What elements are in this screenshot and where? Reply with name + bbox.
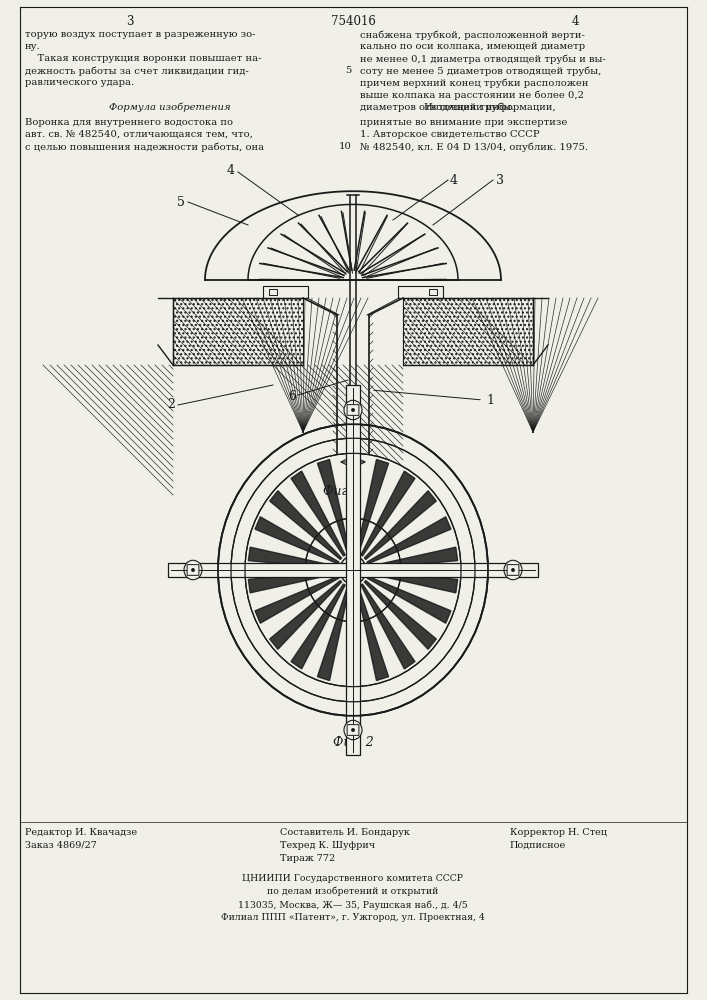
Ellipse shape (511, 568, 515, 572)
Bar (403, 298, 533, 365)
Text: кально по оси колпака, имеющей диаметр: кально по оси колпака, имеющей диаметр (360, 42, 585, 51)
Text: 5: 5 (177, 196, 185, 209)
FancyBboxPatch shape (187, 565, 199, 575)
Text: дежность работы за счет ликвидации гид-: дежность работы за счет ликвидации гид- (25, 66, 249, 76)
Text: по делам изобретений и открытий: по делам изобретений и открытий (267, 887, 438, 896)
Text: выше колпака на расстоянии не более 0,2: выше колпака на расстоянии не более 0,2 (360, 90, 584, 100)
Bar (398, 286, 443, 298)
Polygon shape (255, 517, 339, 564)
Ellipse shape (340, 556, 366, 584)
FancyBboxPatch shape (347, 725, 359, 735)
Text: Заказ 4869/27: Заказ 4869/27 (25, 841, 97, 850)
Polygon shape (269, 581, 341, 649)
Ellipse shape (348, 565, 358, 575)
Ellipse shape (245, 453, 461, 687)
Text: Формула изобретения: Формула изобретения (109, 103, 230, 112)
Text: принятые во внимание при экспертизе: принятые во внимание при экспертизе (360, 118, 568, 127)
Text: Такая конструкция воронки повышает на-: Такая конструкция воронки повышает на- (25, 54, 262, 63)
Ellipse shape (348, 565, 358, 575)
Text: 4: 4 (227, 163, 235, 176)
Text: 113035, Москва, Ж— 35, Раушская наб., д. 4/5: 113035, Москва, Ж— 35, Раушская наб., д.… (238, 900, 468, 910)
Text: Воронка для внутреннего водостока по: Воронка для внутреннего водостока по (25, 118, 233, 127)
Text: ну.: ну. (25, 42, 40, 51)
Text: Филиал ППП «Патент», г. Ужгород, ул. Проектная, 4: Филиал ППП «Патент», г. Ужгород, ул. Про… (221, 913, 485, 922)
Text: не менее 0,1 диаметра отводящей трубы и вы-: не менее 0,1 диаметра отводящей трубы и … (360, 54, 606, 64)
Text: торую воздух поступает в разреженную зо-: торую воздух поступает в разреженную зо- (25, 30, 255, 39)
Ellipse shape (344, 400, 362, 420)
Polygon shape (291, 471, 345, 556)
Text: равлического удара.: равлического удара. (25, 78, 134, 87)
Text: с целью повышения надежности работы, она: с целью повышения надежности работы, она (25, 142, 264, 151)
Bar (269, 289, 277, 295)
Bar (263, 286, 308, 298)
Text: Техред К. Шуфрич: Техред К. Шуфрич (280, 841, 375, 850)
Text: 10: 10 (339, 142, 352, 151)
Text: 754016: 754016 (331, 15, 375, 28)
Text: 1: 1 (486, 393, 494, 406)
Polygon shape (361, 584, 415, 669)
Text: 3: 3 (496, 174, 504, 186)
Text: 4: 4 (450, 174, 458, 186)
Bar (429, 289, 437, 295)
Text: Корректор Н. Стец: Корректор Н. Стец (510, 828, 607, 837)
Text: 3: 3 (127, 15, 134, 28)
Ellipse shape (218, 424, 488, 716)
Text: 4: 4 (571, 15, 579, 28)
Text: 2: 2 (167, 398, 175, 412)
Ellipse shape (344, 720, 362, 740)
Polygon shape (367, 576, 451, 623)
Text: Источники информации,: Источники информации, (424, 103, 556, 112)
Polygon shape (291, 584, 345, 669)
Polygon shape (269, 491, 341, 559)
Polygon shape (248, 571, 337, 593)
FancyBboxPatch shape (347, 405, 359, 415)
Text: a: a (349, 474, 356, 487)
Ellipse shape (504, 560, 522, 580)
Polygon shape (346, 457, 359, 553)
Text: соту не менее 5 диаметров отводящей трубы,: соту не менее 5 диаметров отводящей труб… (360, 66, 602, 76)
Polygon shape (356, 586, 389, 681)
Polygon shape (248, 547, 337, 569)
Text: авт. св. № 482540, отличающаяся тем, что,: авт. св. № 482540, отличающаяся тем, что… (25, 130, 253, 139)
Polygon shape (317, 459, 349, 554)
Polygon shape (346, 587, 359, 683)
Text: диаметров отводящей трубы.: диаметров отводящей трубы. (360, 102, 515, 111)
Polygon shape (317, 586, 349, 681)
Polygon shape (364, 491, 436, 559)
Polygon shape (368, 547, 457, 569)
Polygon shape (361, 471, 415, 556)
Text: Составитель И. Бондарук: Составитель И. Бондарук (280, 828, 410, 837)
Polygon shape (356, 459, 389, 554)
Text: Фиг. 2: Фиг. 2 (332, 736, 373, 749)
Ellipse shape (340, 556, 366, 584)
Text: ЦНИИПИ Государственного комитета СССР: ЦНИИПИ Государственного комитета СССР (243, 874, 464, 883)
Bar (346, 385, 360, 755)
Text: 6: 6 (288, 390, 296, 403)
Bar (173, 298, 303, 365)
Ellipse shape (192, 568, 194, 572)
Polygon shape (367, 517, 451, 564)
Bar (168, 563, 538, 577)
Ellipse shape (351, 408, 354, 412)
Polygon shape (364, 581, 436, 649)
Text: 5: 5 (346, 66, 352, 75)
Text: снабжена трубкой, расположенной верти-: снабжена трубкой, расположенной верти- (360, 30, 585, 39)
Text: Тираж 772: Тираж 772 (280, 854, 335, 863)
Text: 1. Авторское свидетельство СССР: 1. Авторское свидетельство СССР (360, 130, 539, 139)
Ellipse shape (305, 518, 401, 622)
Polygon shape (368, 571, 457, 593)
Ellipse shape (351, 728, 354, 732)
Text: Фиг. 1: Фиг. 1 (322, 485, 363, 498)
Text: причем верхний конец трубки расположен: причем верхний конец трубки расположен (360, 78, 588, 88)
Text: Подписное: Подписное (510, 841, 566, 850)
Text: № 482540, кл. E 04 D 13/04, опублик. 1975.: № 482540, кл. E 04 D 13/04, опублик. 197… (360, 142, 588, 151)
Text: Редактор И. Квачадзе: Редактор И. Квачадзе (25, 828, 137, 837)
FancyBboxPatch shape (507, 565, 519, 575)
Polygon shape (255, 576, 339, 623)
Ellipse shape (184, 560, 202, 580)
